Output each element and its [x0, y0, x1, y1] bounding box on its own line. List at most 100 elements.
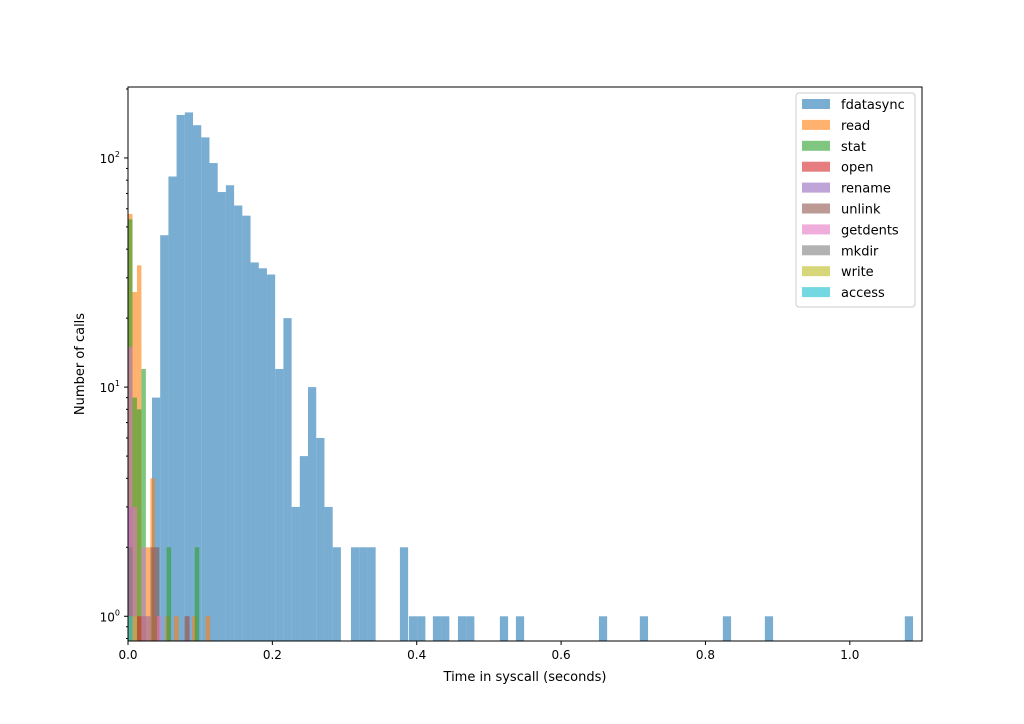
legend-item-access: access: [802, 286, 885, 301]
bar-open: [136, 616, 142, 641]
legend-swatch: [802, 203, 830, 214]
bar-fdatasync: [308, 387, 317, 641]
legend-swatch: [802, 161, 830, 172]
x-tick-label: 0.0: [118, 648, 137, 662]
legend-item-write: write: [802, 265, 874, 280]
legend-item-getdents: getdents: [802, 223, 899, 238]
bar-fdatasync: [217, 192, 226, 641]
legend-swatch: [802, 266, 830, 277]
bar-write: [132, 616, 137, 641]
legend-label: getdents: [841, 223, 899, 238]
series-access: [128, 616, 133, 641]
y-axis-label: Number of calls: [73, 313, 88, 415]
bar-unlink: [150, 547, 155, 641]
x-axis-label: Time in syscall (seconds): [443, 670, 607, 685]
bar-fdatasync: [176, 114, 185, 641]
bar-read: [145, 547, 151, 641]
series-mkdir: [128, 547, 189, 641]
bar-mkdir: [128, 547, 133, 641]
bar-getdents: [141, 547, 146, 641]
y-tick-label: 100: [100, 608, 120, 624]
bar-fdatasync: [722, 616, 732, 641]
bar-fdatasync: [151, 397, 161, 641]
legend-item-unlink: unlink: [802, 203, 881, 218]
bar-stat: [141, 368, 146, 641]
bar-fdatasync: [441, 616, 450, 641]
bar-getdents: [145, 616, 151, 641]
bar-fdatasync: [275, 368, 284, 641]
bar-unlink: [154, 547, 160, 641]
bar-fdatasync: [160, 235, 169, 641]
legend-label: mkdir: [841, 244, 879, 259]
legend-label: write: [841, 265, 874, 280]
x-tick-label: 0.6: [552, 648, 571, 662]
bar-stat: [166, 547, 172, 641]
series-getdents: [128, 346, 162, 641]
legend-label: stat: [841, 140, 866, 155]
bar-getdents: [156, 616, 162, 641]
bar-fdatasync: [408, 616, 418, 641]
bar-fdatasync: [250, 262, 259, 641]
legend-swatch: [802, 182, 830, 193]
bar-mkdir: [184, 616, 189, 641]
x-tick-label: 1.0: [840, 648, 859, 662]
bar-fdatasync: [367, 547, 376, 641]
bar-fdatasync: [316, 437, 325, 641]
bar-fdatasync: [466, 616, 475, 641]
x-tick-label: 0.4: [407, 648, 426, 662]
bar-fdatasync: [209, 163, 218, 641]
x-tick-label: 0.2: [263, 648, 282, 662]
bar-fdatasync: [499, 616, 509, 641]
legend-swatch: [802, 119, 830, 130]
bar-fdatasync: [457, 616, 467, 641]
bar-fdatasync: [242, 215, 251, 641]
legend: fdatasync read stat open rename unlink getdent…: [795, 92, 916, 308]
legend-label: access: [841, 286, 885, 301]
bar-getdents: [128, 346, 133, 641]
bars-layer: [128, 112, 914, 642]
series-fdatasync: [151, 112, 914, 642]
bar-fdatasync: [432, 616, 442, 641]
x-tick-label: 0.8: [696, 648, 715, 662]
bar-fdatasync: [299, 456, 309, 641]
bar-fdatasync: [184, 112, 194, 641]
legend-swatch: [802, 140, 830, 151]
plot-frame: [127, 86, 923, 642]
bar-fdatasync: [193, 125, 202, 642]
bar-fdatasync: [764, 616, 774, 641]
bar-fdatasync: [291, 506, 300, 641]
bar-access: [128, 616, 133, 641]
bar-fdatasync: [515, 616, 525, 641]
legend-label: open: [841, 161, 873, 176]
bar-fdatasync: [598, 616, 608, 641]
bar-stat: [194, 547, 200, 641]
bar-read: [192, 616, 197, 641]
legend-item-read: read: [802, 119, 870, 134]
legend-swatch: [802, 224, 830, 235]
legend-label: rename: [841, 182, 891, 197]
bar-fdatasync: [417, 616, 426, 641]
y-axis: 100 101 102: [100, 88, 128, 639]
legend-swatch: [802, 99, 830, 109]
legend-swatch: [802, 245, 830, 256]
bar-getdents: [132, 506, 137, 641]
bar-stat: [136, 409, 142, 641]
bar-fdatasync: [234, 205, 243, 641]
y-tick-label: 101: [100, 379, 120, 395]
bar-fdatasync: [904, 616, 914, 641]
legend-item-rename: rename: [802, 182, 891, 197]
legend-item-stat: stat: [802, 140, 866, 155]
bar-fdatasync: [639, 616, 649, 641]
bar-fdatasync: [350, 547, 360, 641]
bar-fdatasync: [168, 176, 177, 641]
legend-item-mkdir: mkdir: [802, 244, 879, 259]
legend-item-open: open: [802, 161, 873, 176]
bar-fdatasync: [258, 268, 267, 641]
bar-fdatasync: [225, 185, 235, 642]
legend-label: fdatasync: [841, 98, 905, 113]
bar-read: [174, 616, 179, 641]
y-tick-label: 102: [100, 150, 120, 166]
bar-fdatasync: [399, 547, 409, 641]
x-axis: 0.0 0.2 0.4 0.6 0.8 1.0: [118, 641, 859, 662]
